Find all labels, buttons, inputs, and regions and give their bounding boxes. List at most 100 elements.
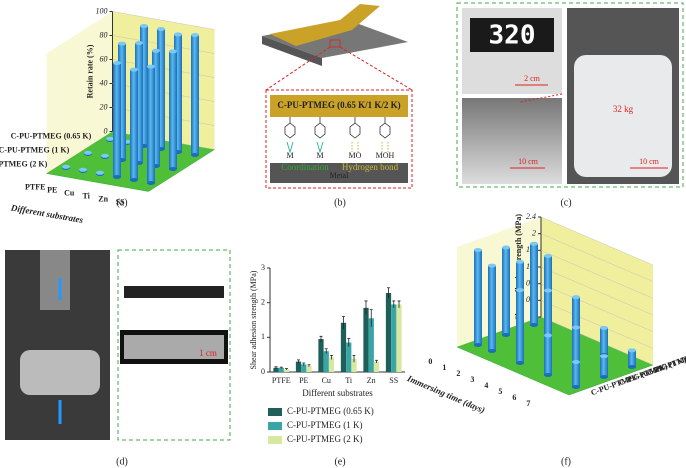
bar-base [147,181,155,185]
x-tick-label: PTFE [272,376,291,385]
sample [20,350,100,395]
scale-label: 2 cm [524,74,541,83]
bar-top [62,164,70,169]
bar-top [502,245,510,250]
grid-line [540,250,654,299]
y-tick-label: 0 [104,126,108,135]
bar-top [488,263,496,268]
legend-swatch [268,408,282,416]
x-tick-label: PTFE [25,182,45,191]
bar [318,339,324,372]
series-label: C-PU-PTMEG (1 K) [0,146,70,155]
bar-top [147,64,155,69]
bar [113,63,121,177]
bar [396,304,402,372]
x-axis-title: Different substrates [9,202,84,225]
bar-base [530,323,538,327]
display [470,18,554,52]
bar-top [169,49,177,54]
bar-base [502,333,510,337]
y-tick-label: 1 [261,332,265,341]
frame [117,249,231,441]
panel-b: C-PU-PTMEG (0.65 K/1 K/2 K) Metal M M MO… [262,4,413,189]
zoom-line [265,46,331,91]
bar [278,367,284,372]
bar [544,290,552,353]
bar-top [140,24,148,28]
x-tick-label: Cu [322,376,331,385]
bar [118,43,126,160]
polymer-label: C-PU-PTMEG (0.65 K/1 K/2 K) [277,100,400,110]
bar [147,66,155,183]
grid-line [540,266,654,316]
bar [385,292,392,372]
bar-base [572,385,580,389]
bar-top [628,348,636,353]
bar-top [118,41,126,46]
x-tick-label: 0 [428,357,432,366]
bar-top [174,32,182,37]
x-tick-label: 3 [470,375,474,384]
bar [516,290,524,363]
bar-top [157,27,165,31]
x-tick-label: 1 [442,363,446,372]
panel-c: 320 2 cm 10 cm 32 kg 10 cm [456,2,684,188]
bar-top [106,136,114,141]
x-tick-label: 4 [484,381,488,390]
y-tick-label: 2 [261,297,265,306]
display-digits: 320 [489,21,536,51]
x-tick-label: 6 [512,393,516,402]
bar [328,357,335,372]
bar-top [84,150,92,155]
bar-top [572,325,580,330]
bar-top [572,295,580,300]
y-tick-label: 20 [100,102,108,111]
x-tick-label: Zn [367,376,376,385]
bar-base [169,167,177,171]
bar [306,365,312,372]
atom: MO [349,151,362,160]
bar-top [152,48,160,53]
bar [502,247,510,335]
bar [368,318,374,372]
bar-top [96,170,104,175]
x-tick-label: SS [389,376,398,385]
bar-top [516,259,524,264]
x-tick-label: 5 [498,387,502,396]
x-tick-label: Ti [345,376,353,385]
film [270,4,380,46]
x-tick-label: PE [299,376,308,385]
panel-label: (f) [561,456,571,467]
bar-base [544,373,552,377]
bar-base [130,178,138,182]
metal-layer [270,163,408,183]
weight-label: 32 kg [613,104,634,114]
panel-label: (c) [560,197,571,208]
y-tick-label: 2 [532,228,536,237]
grip [40,250,70,310]
bar [628,350,636,367]
bar-top [79,167,87,172]
bar-top [516,288,524,293]
bar [373,361,380,372]
bar-base [191,153,199,157]
photo [462,98,562,184]
bar [488,265,496,351]
bar [191,35,199,155]
y-tick-label: 100 [96,6,108,15]
strip-face [124,335,224,359]
grid-line [540,300,654,349]
bar [363,307,369,372]
grid-line [540,283,654,332]
bar-top [530,241,538,246]
x-tick-label: 2 [456,369,460,378]
legend-swatch [268,422,282,430]
grid-line [112,11,215,30]
bar [572,362,580,387]
atom: M [286,151,293,160]
bar [530,243,538,325]
bar [600,327,608,355]
error-bar [324,348,328,354]
y-tick-label: 40 [100,78,108,87]
error-bar [347,337,351,347]
